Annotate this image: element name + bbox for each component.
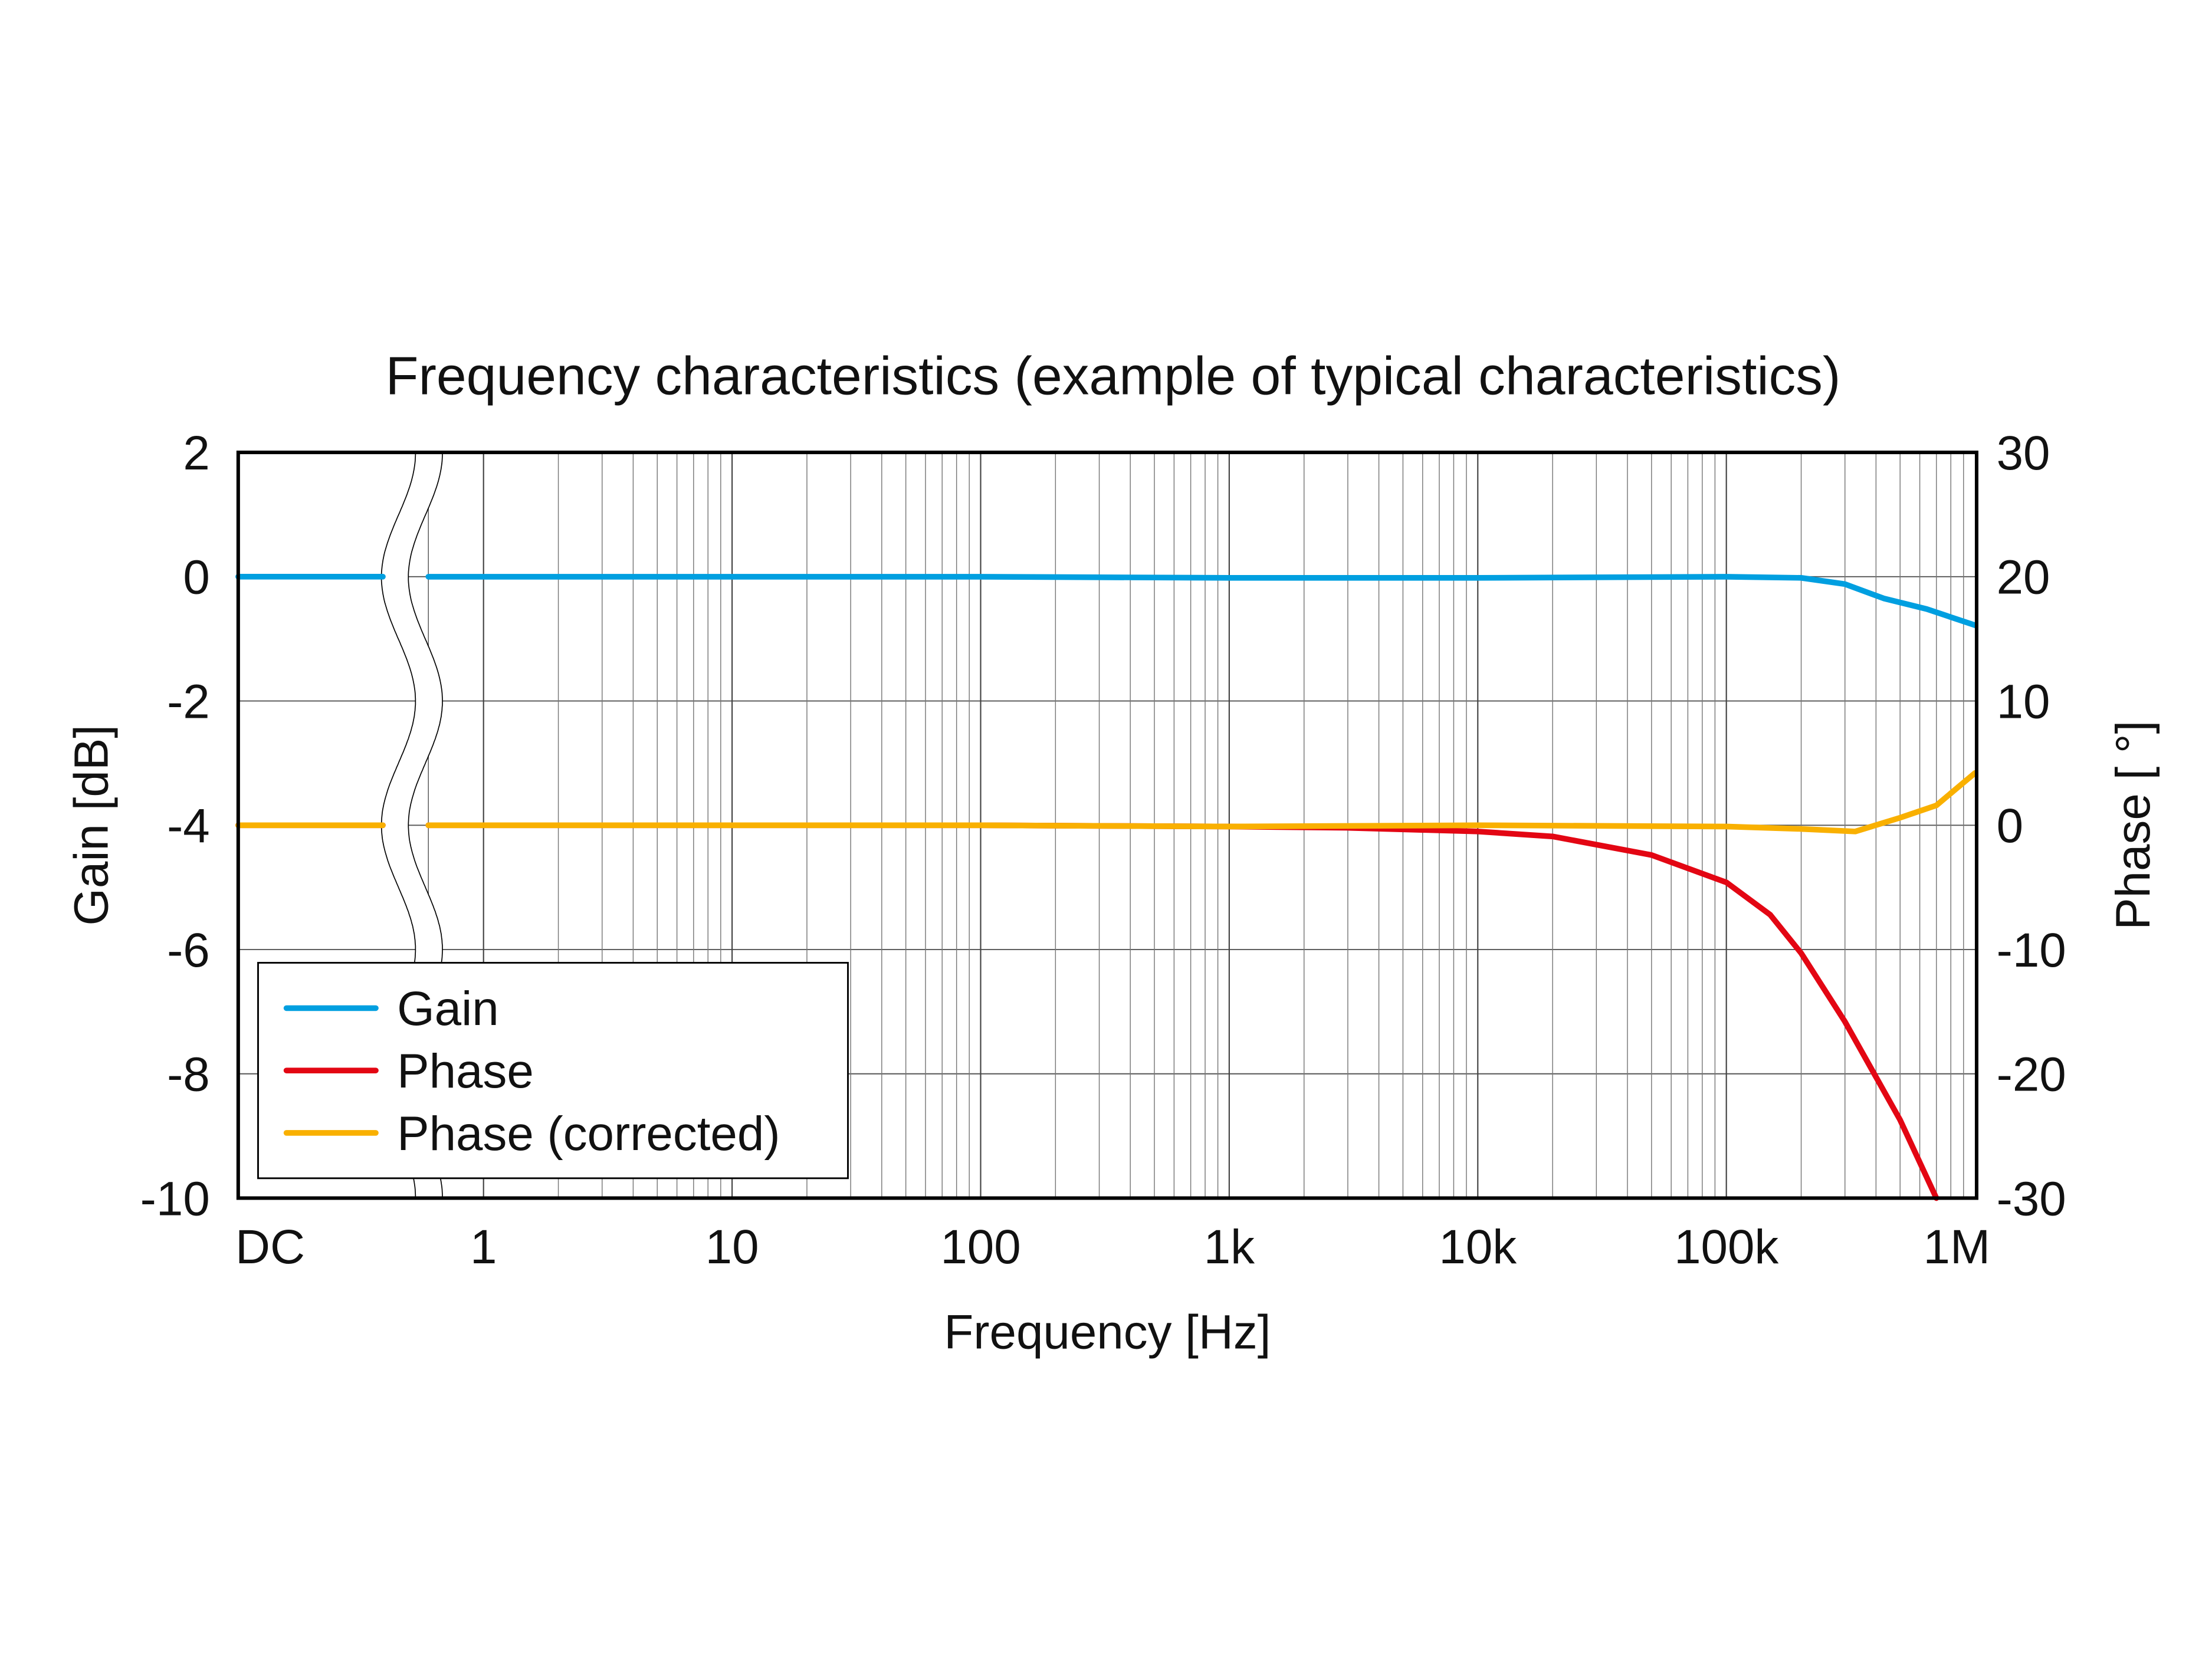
x-axis-label: Frequency [Hz] <box>944 1305 1271 1359</box>
plot-frame <box>236 451 1978 1200</box>
y-tick-label: 0 <box>183 551 209 605</box>
series-lines <box>235 574 1978 1201</box>
x-tick-label: 10k <box>1439 1220 1517 1274</box>
y-axis-label: Gain [dB] <box>65 725 119 926</box>
legend-label: Gain <box>397 982 499 1036</box>
y-tick-label: -8 <box>167 1048 210 1102</box>
series-line-phase-corrected- <box>425 770 1978 835</box>
x-tick-label: 1k <box>1204 1220 1255 1274</box>
series-line-gain <box>425 574 1978 628</box>
y-tick-label: -10 <box>140 1172 210 1226</box>
x-tick-label: DC <box>235 1220 305 1274</box>
x-tick-label: 100k <box>1674 1220 1778 1274</box>
y2-tick-label: 20 <box>1997 551 2050 605</box>
x-tick-label: 1 <box>470 1220 497 1274</box>
y2-tick-label: 10 <box>1997 675 2050 728</box>
y2-tick-label: 30 <box>1997 426 2050 480</box>
axis-break-fill <box>381 452 442 1198</box>
y2-tick-label: -30 <box>1997 1172 2066 1226</box>
y2-tick-label: -10 <box>1997 924 2066 977</box>
x-tick-label: 100 <box>940 1220 1020 1274</box>
y2-tick-label: -20 <box>1997 1048 2066 1102</box>
x-tick-label: 1M <box>1924 1220 1991 1274</box>
y-tick-label: -4 <box>167 799 210 853</box>
legend-label: Phase (corrected) <box>397 1107 780 1161</box>
y-tick-label: -2 <box>167 675 210 728</box>
y2-tick-label: 0 <box>1997 799 2023 853</box>
chart-title: Frequency characteristics (example of ty… <box>386 346 1841 406</box>
y-tick-label: 2 <box>183 426 209 480</box>
y-tick-label: -6 <box>167 924 210 977</box>
y2-axis-label: Phase [ °] <box>2106 721 2160 930</box>
x-tick-label: 10 <box>705 1220 759 1274</box>
legend-label: Phase <box>397 1044 534 1098</box>
legend: Gain Phase Phase (corrected) <box>257 962 849 1180</box>
legend-box <box>257 962 849 1180</box>
